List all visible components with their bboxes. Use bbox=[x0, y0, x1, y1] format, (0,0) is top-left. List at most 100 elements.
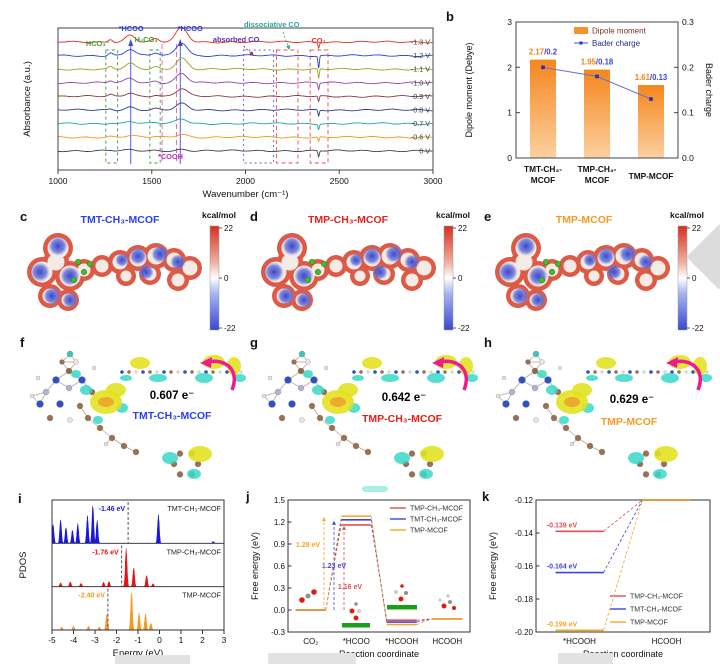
esp-molecule-surface bbox=[261, 233, 436, 311]
a-voltage-label: -0.6 V bbox=[411, 133, 430, 142]
i-plot-frame bbox=[51, 499, 225, 631]
charge-loss-lobe bbox=[162, 452, 178, 464]
highlight-artifact bbox=[115, 655, 190, 664]
k-legend-label: TMP-CH₃-MCOF bbox=[630, 594, 683, 601]
panel-letter-e: e bbox=[484, 209, 492, 224]
j-y-tick: 0.6 bbox=[274, 562, 286, 571]
a-annotation-box bbox=[309, 49, 329, 164]
panel-j-energy-diagram: 1.5 1.2 0.9 0.6 0.3 0.0 -0.3 1.16 eV TMP-CH₃-MCO… bbox=[250, 496, 471, 659]
panel-letter-f: f bbox=[20, 335, 25, 350]
barrier-label: 1.28 eV bbox=[296, 542, 320, 549]
charge-loss-lobe bbox=[187, 469, 201, 479]
spectrum-trace--0.8 V bbox=[57, 102, 433, 118]
a-annotation-label: absorbed CO bbox=[213, 35, 260, 44]
colorbar-unit-label: kcal/mol bbox=[670, 210, 704, 220]
arrow-head bbox=[286, 45, 291, 50]
legend-label-dipole: Dipole moment bbox=[592, 27, 647, 36]
bader-marker bbox=[541, 65, 545, 70]
pdos-series-name: TMT-CH₃-MCOF bbox=[167, 504, 221, 513]
k-value-label: -0.199 eV bbox=[547, 621, 578, 628]
b-category-label: TMP-CH₃- bbox=[578, 164, 617, 174]
panel-letter-g: g bbox=[250, 335, 258, 350]
charge-loss-lobe bbox=[71, 370, 81, 378]
j-y-label: Free energy (eV) bbox=[250, 532, 260, 600]
level-connector bbox=[416, 618, 433, 621]
charge-loss-lobe bbox=[303, 370, 313, 378]
j-y-tick: 0.3 bbox=[274, 584, 286, 593]
a-x-tick: 1500 bbox=[142, 176, 161, 186]
b-y-label-right: Bader charge bbox=[704, 63, 714, 117]
a-annotation-box bbox=[243, 49, 275, 164]
a-voltage-label: -1.2 V bbox=[411, 51, 430, 60]
esp-colorbar bbox=[209, 225, 220, 331]
k-value-label: -0.139 eV bbox=[547, 522, 578, 529]
pdos-marker-label: -1.76 eV bbox=[92, 549, 119, 556]
k-y-label: Free energy (eV) bbox=[488, 532, 498, 600]
b-category-label: TMT-CH₃- bbox=[524, 164, 562, 174]
dipole-bar bbox=[584, 69, 610, 158]
highlight-artifact bbox=[268, 653, 356, 664]
a-x-label: Wavenumber (cm⁻¹) bbox=[203, 189, 289, 200]
j-category-label: CO₂ bbox=[303, 637, 318, 646]
b-y-tick-right: 0.0 bbox=[682, 153, 694, 163]
b-y-tick-left: 3 bbox=[507, 17, 512, 27]
esp-colorbar bbox=[443, 225, 454, 331]
a-annotation-label: CO₂ bbox=[311, 36, 325, 45]
highlight-smudge bbox=[362, 486, 388, 492]
bader-marker bbox=[649, 97, 653, 101]
j-y-tick: 1.2 bbox=[274, 518, 286, 527]
esp-title-c: TMT-CH₃-MCOF bbox=[80, 214, 160, 226]
a-y-label: Absorbance (a.u.) bbox=[22, 61, 33, 137]
a-x-tick: 2000 bbox=[236, 176, 255, 186]
molecule-cluster bbox=[261, 350, 444, 479]
j-category-label: *HCOO bbox=[343, 637, 370, 646]
k-category-label: *HCOOH bbox=[563, 637, 596, 646]
colorbar-unit-label: kcal/mol bbox=[202, 210, 236, 220]
annotation-arrow bbox=[282, 31, 290, 51]
i-x-tick: 1 bbox=[179, 635, 184, 645]
colorbar-tick: -22 bbox=[692, 324, 704, 333]
a-voltage-label: -0.7 V bbox=[411, 119, 430, 128]
bar-value-label: 1.95/0.18 bbox=[581, 58, 614, 67]
b-y-tick-left: 0 bbox=[507, 153, 512, 163]
cdd-name-g: TMP-CH₃-MCOF bbox=[361, 413, 443, 425]
b-category-label: MCOF bbox=[531, 175, 555, 185]
b-category-label: TMP-MCOF bbox=[629, 171, 674, 181]
panel-g-charge-density bbox=[261, 350, 478, 479]
colorbar-unit-label: kcal/mol bbox=[436, 210, 470, 220]
metal-atom bbox=[542, 258, 550, 266]
j-x-label: Reaction coordinate bbox=[339, 649, 419, 659]
metal-atom bbox=[304, 276, 312, 284]
cdd-value-f: 0.607 e⁻ bbox=[149, 390, 195, 402]
level-connector bbox=[325, 516, 342, 611]
panel-h-charge-density bbox=[495, 350, 712, 479]
pdos-marker-label: -2.40 eV bbox=[78, 593, 105, 600]
i-x-tick: -5 bbox=[48, 635, 56, 645]
panel-letter-k: k bbox=[482, 489, 490, 504]
k-value-label: -0.164 eV bbox=[547, 564, 578, 571]
k-legend-label: TMT-CH₃-MCOF bbox=[630, 607, 682, 614]
charge-loss-lobe bbox=[653, 469, 667, 479]
level-connector bbox=[416, 618, 433, 623]
a-x-tick: 1000 bbox=[49, 176, 68, 186]
a-voltage-label: -1.1 V bbox=[411, 65, 430, 74]
i-y-label: PDOS bbox=[18, 552, 29, 579]
j-y-tick: 0.9 bbox=[274, 540, 286, 549]
metal-atom bbox=[320, 260, 328, 268]
panel-e-esp-map: 22 0 -22 kcal/mol bbox=[495, 210, 704, 333]
panel-letter-b: b bbox=[446, 9, 454, 24]
barrier-label: 1.16 eV bbox=[338, 584, 362, 591]
b-category-label: MCOF bbox=[585, 175, 609, 185]
j-legend-label: TMT-CH₃-MCOF bbox=[410, 517, 462, 524]
metal-atom bbox=[86, 260, 94, 268]
legend-marker-bader bbox=[579, 41, 583, 45]
arrow-head bbox=[128, 39, 134, 46]
charge-loss-lobe bbox=[559, 416, 569, 424]
a-plot-frame bbox=[57, 27, 434, 171]
spectrum-trace--1.0 V bbox=[57, 72, 433, 91]
panel-c-esp-map: 22 0 -22 kcal/mol bbox=[27, 210, 236, 333]
k-y-tick: -0.16 bbox=[515, 562, 534, 571]
spectrum-trace--1.2 V bbox=[57, 42, 433, 69]
k-y-tick: -0.14 bbox=[515, 529, 534, 538]
a-annotation-label: dissociative CO bbox=[244, 20, 300, 29]
